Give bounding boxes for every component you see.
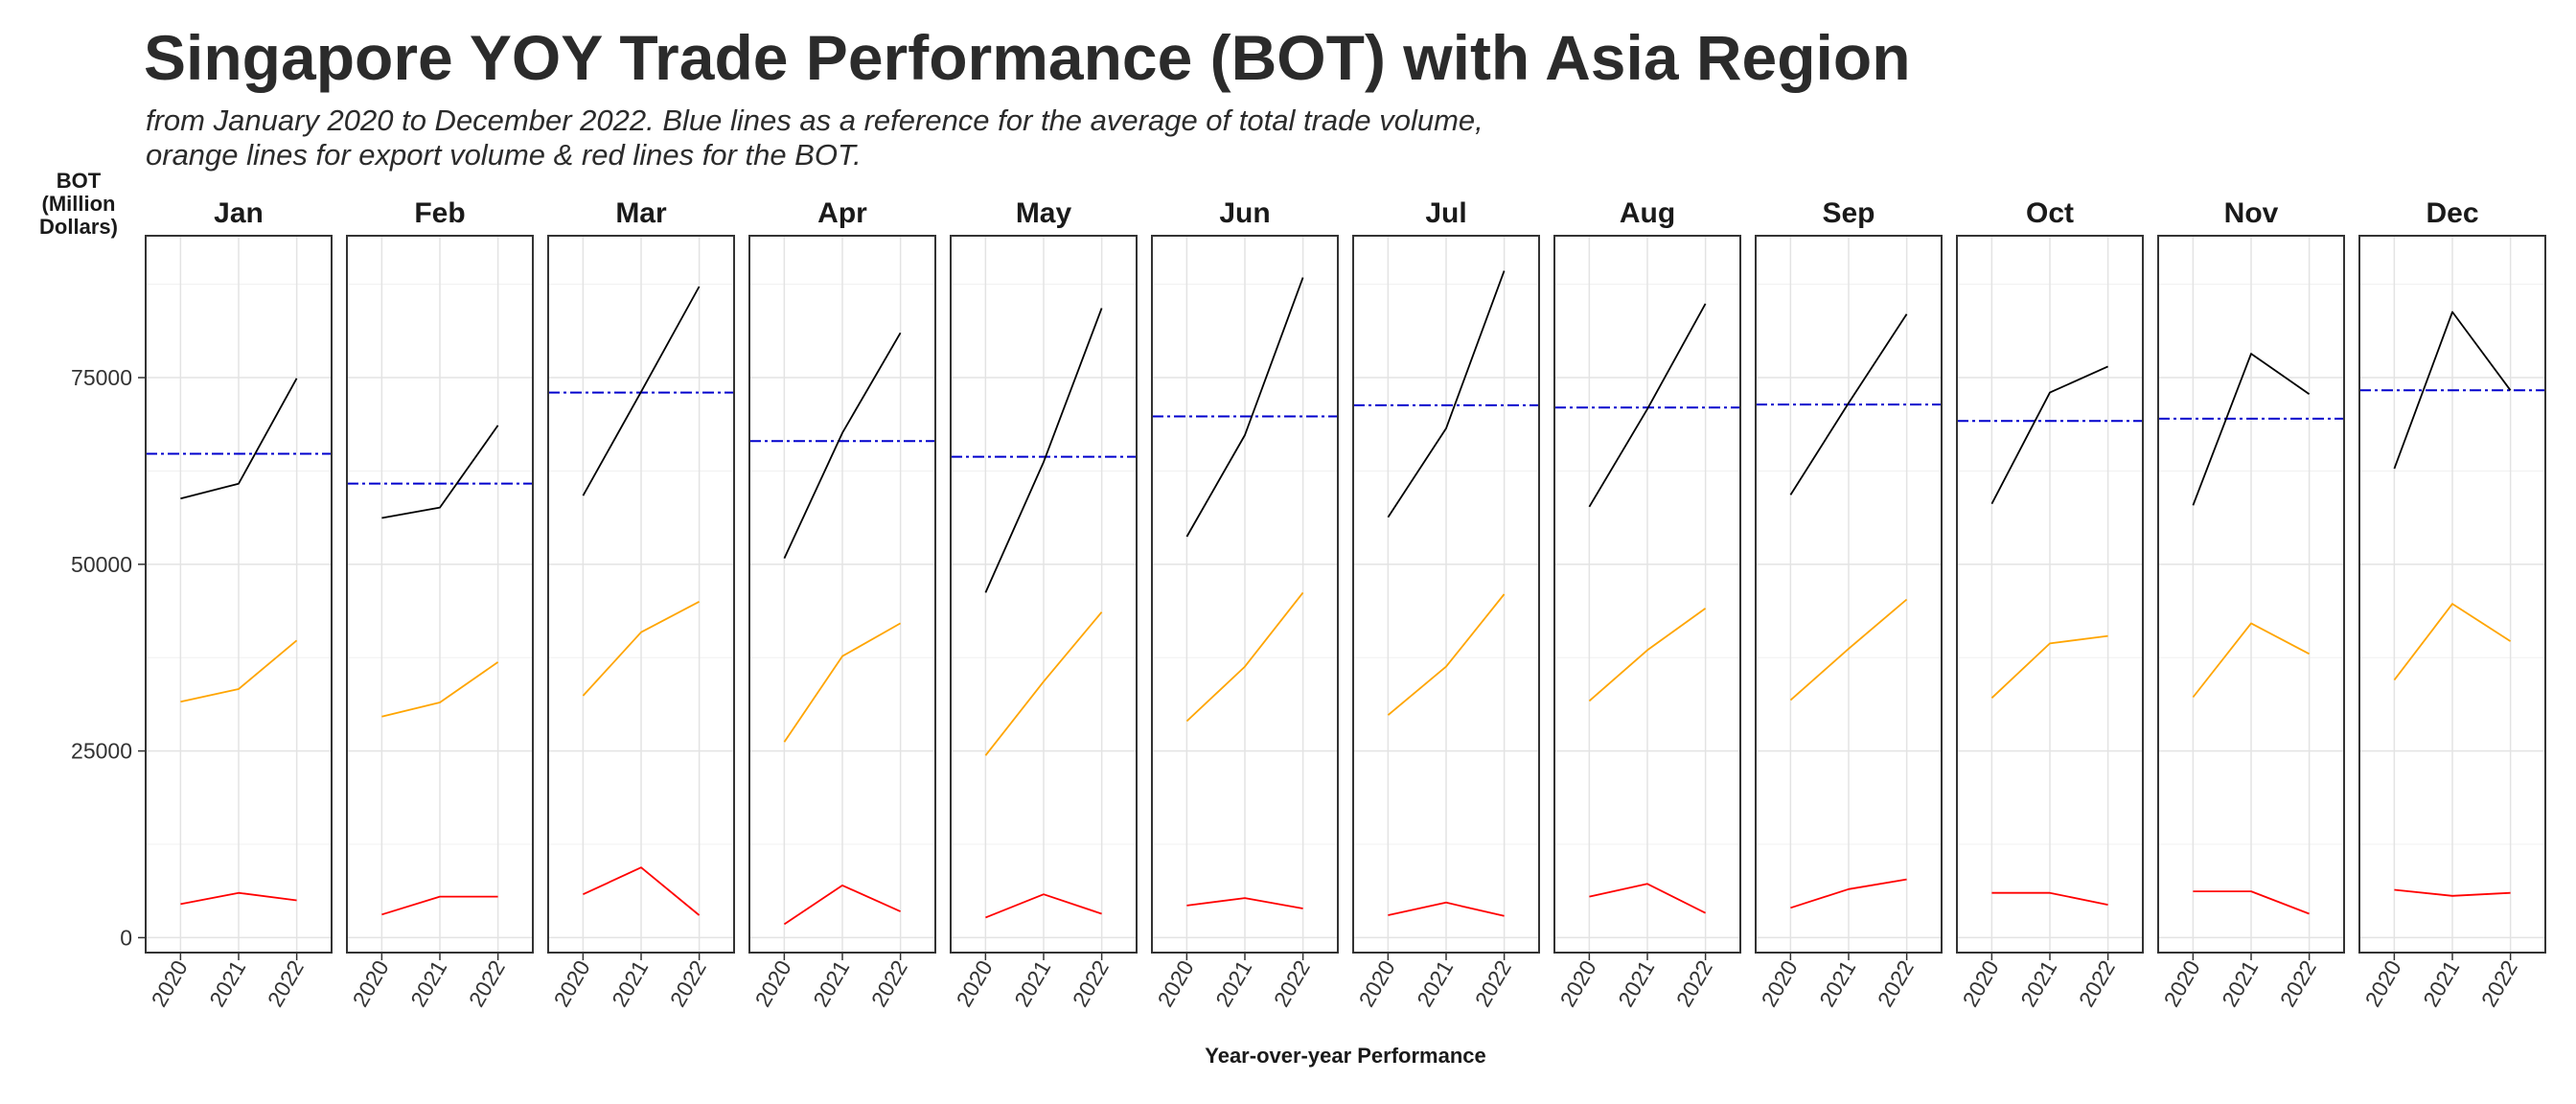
x-tick-label: 2021 [607,956,653,1011]
facet-strip-label: Sep [1822,197,1874,229]
export-volume-line [2192,622,2311,699]
subtitle-line: from January 2020 to December 2022. Blue… [146,104,1484,137]
x-tick-label: 2021 [1814,956,1860,1011]
bot-line [985,893,1102,919]
x-tick-label: 2022 [2275,956,2321,1011]
x-tick-label: 2021 [1613,956,1659,1011]
y-tick-label: 0 [120,925,132,950]
x-tick-label: 2020 [1757,956,1803,1011]
x-tick-label: 2022 [1269,956,1315,1011]
y-axis-title: Dollars) [39,215,118,239]
facet-strip-label: Jul [1425,197,1466,229]
bot-line [1991,891,2108,906]
x-tick-label: 2022 [866,956,912,1011]
bot-line [1589,883,1707,914]
chart-subtitle: from January 2020 to December 2022. Blue… [146,104,1775,172]
facet-strip-label: Jan [214,197,264,229]
export-volume-line [2393,603,2512,681]
total-volume-line [1588,303,1707,508]
x-axis-title: Year-over-year Performance [1205,1044,1486,1068]
x-tick-label: 2022 [1873,956,1919,1011]
y-tick-label: 25000 [71,739,132,764]
bot-line [180,891,297,906]
y-tick-label: 50000 [71,552,132,577]
total-volume-line [1990,365,2108,505]
x-tick-label: 2022 [665,956,711,1011]
x-tick-label: 2022 [2476,956,2522,1011]
bot-line [1186,897,1303,909]
total-volume-line [984,308,1103,593]
bot-line [2193,890,2310,915]
total-volume-line [2192,353,2311,506]
export-volume-line [984,611,1103,756]
export-volume-line [582,601,701,697]
total-volume-line [582,286,701,496]
subtitle-line: orange lines for export volume & red lin… [146,138,862,172]
x-tick-label: 2021 [2015,956,2061,1011]
x-tick-label: 2022 [1671,956,1717,1011]
export-volume-line [1185,591,1304,723]
x-tick-label: 2021 [1009,956,1055,1011]
x-tick-label: 2021 [204,956,250,1011]
facet-strip-label: Jun [1219,197,1270,229]
export-volume-line [1387,593,1506,716]
x-tick-label: 2020 [1354,956,1400,1011]
x-tick-label: 2021 [1210,956,1256,1011]
x-tick-label: 2020 [348,956,394,1011]
bot-line [583,866,701,916]
bot-line [1388,901,1505,917]
export-volume-line [783,622,902,743]
x-tick-label: 2020 [1958,956,2004,1011]
facet-strip-label: Nov [2224,197,2279,229]
x-tick-label: 2022 [1470,956,1516,1011]
x-tick-label: 2020 [147,956,193,1011]
x-tick-label: 2021 [808,956,854,1011]
export-volume-line [180,639,298,703]
x-tick-label: 2022 [263,956,309,1011]
export-volume-line [1990,634,2108,699]
bot-line [381,895,498,916]
bot-line [2394,888,2511,897]
facet-strip-label: Apr [817,197,867,229]
y-axis-title: BOT [57,169,102,193]
total-volume-line [381,425,499,519]
x-tick-label: 2020 [2360,956,2406,1011]
x-tick-label: 2021 [405,956,451,1011]
x-tick-label: 2022 [1068,956,1114,1011]
x-tick-label: 2020 [952,956,998,1011]
export-volume-line [1789,598,1908,702]
x-tick-label: 2021 [1412,956,1458,1011]
total-volume-line [783,332,902,559]
facet-strip-label: Feb [414,197,465,229]
x-tick-label: 2022 [2074,956,2120,1011]
total-volume-line [180,378,298,500]
facet-strip-label: Aug [1620,197,1675,229]
facet-strip-label: Mar [615,197,667,229]
y-tick-label: 75000 [71,365,132,390]
x-tick-label: 2022 [464,956,510,1011]
bot-line [783,885,901,926]
total-volume-line [2393,310,2512,470]
x-tick-label: 2021 [2217,956,2263,1011]
x-tick-label: 2020 [1555,956,1601,1011]
export-volume-line [1588,608,1707,702]
facet-strip-label: May [1016,197,1072,229]
total-volume-line [1185,277,1304,538]
x-tick-label: 2020 [2159,956,2205,1011]
chart-title: Singapore YOY Trade Performance (BOT) wi… [144,22,1911,93]
total-volume-line [1789,313,1908,495]
x-tick-label: 2020 [750,956,796,1011]
x-tick-label: 2020 [549,956,595,1011]
x-tick-label: 2020 [1153,956,1199,1011]
x-tick-label: 2021 [2418,956,2464,1011]
total-volume-line [1387,270,1506,518]
facet-strip-label: Dec [2426,197,2478,229]
bot-line [1790,878,1907,909]
export-volume-line [381,661,499,718]
facet-strip-label: Oct [2026,197,2074,229]
y-axis-title: (Million [42,192,116,216]
